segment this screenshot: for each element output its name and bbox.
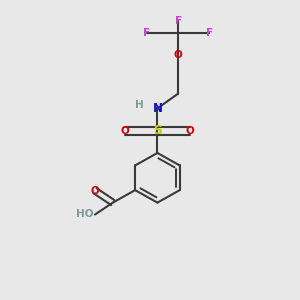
Text: F: F bbox=[143, 28, 151, 38]
Text: H: H bbox=[135, 100, 144, 110]
Text: F: F bbox=[206, 28, 213, 38]
Text: S: S bbox=[153, 124, 162, 137]
Text: O: O bbox=[91, 186, 99, 196]
Text: O: O bbox=[186, 126, 194, 136]
Text: HO: HO bbox=[76, 209, 94, 220]
Text: N: N bbox=[152, 102, 162, 115]
Text: O: O bbox=[120, 126, 129, 136]
Text: O: O bbox=[174, 50, 183, 60]
Text: F: F bbox=[175, 16, 182, 26]
